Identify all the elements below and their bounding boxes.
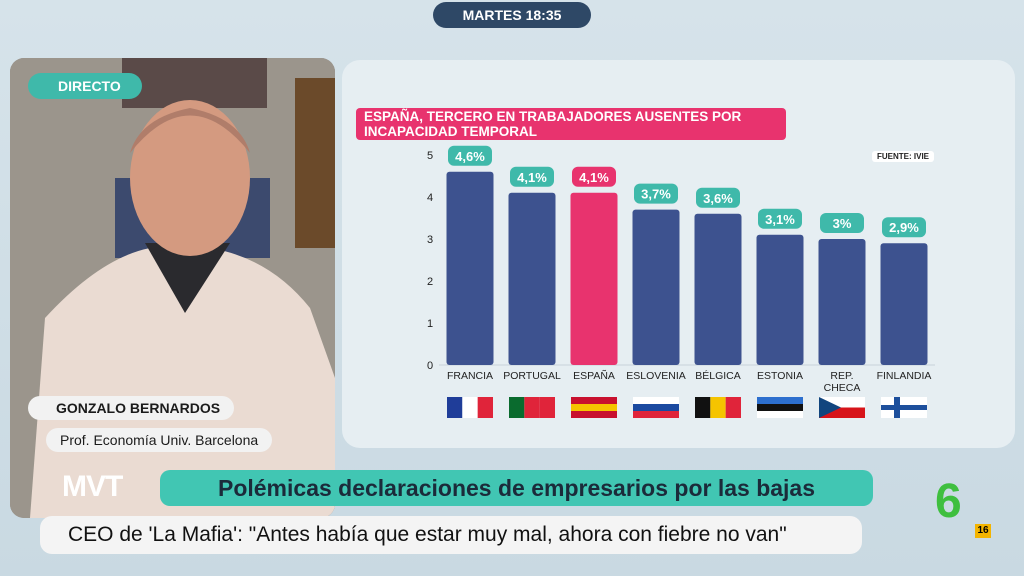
flag-stripe <box>462 397 478 418</box>
value-label-bubble <box>820 213 864 233</box>
flag <box>757 397 803 418</box>
x-tick-label: FRANCIA <box>446 370 494 382</box>
flag <box>881 397 927 418</box>
age-rating: 16 <box>975 524 991 538</box>
bar <box>632 209 680 365</box>
flag <box>571 397 617 418</box>
y-tick-label: 3 <box>427 234 433 246</box>
flag-stripe <box>819 397 865 408</box>
flag-stripe <box>571 404 617 411</box>
x-tick-label: BÉLGICA <box>695 370 741 382</box>
headline: Polémicas declaraciones de empresarios p… <box>160 470 873 506</box>
flag-stripe <box>633 411 679 418</box>
flag-stripe <box>710 397 726 418</box>
flag-stripe <box>447 397 463 418</box>
chart-source: FUENTE: IVIE <box>872 151 935 162</box>
value-label-bubble <box>696 187 740 208</box>
bar <box>880 243 928 365</box>
guest-role: Prof. Economía Univ. Barcelona <box>46 428 273 452</box>
flag-stripe <box>757 397 803 404</box>
flag <box>695 397 741 418</box>
value-label-bubble <box>510 166 554 187</box>
y-tick-label: 5 <box>427 150 433 162</box>
y-tick-label: 1 <box>427 318 433 330</box>
flag-stripe <box>894 397 900 418</box>
flag-stripe <box>571 397 617 404</box>
flag-stripe <box>819 397 841 418</box>
value-label: 3,7% <box>641 187 671 202</box>
flag <box>819 397 865 418</box>
x-tick-label: ESPAÑA <box>573 370 615 382</box>
bar <box>818 239 866 365</box>
x-tick-label: FINLANDIA <box>876 370 932 382</box>
x-tick-label: REP. CHECA <box>823 370 861 394</box>
live-badge: DIRECTO <box>28 73 142 99</box>
value-label-bubble <box>882 217 926 238</box>
flag-stripe <box>509 397 525 418</box>
channel-logo: MVT <box>62 470 123 503</box>
y-tick-label: 4 <box>427 192 433 204</box>
bar <box>446 171 494 365</box>
value-label-bubble <box>634 183 678 204</box>
bar <box>694 213 742 365</box>
bar <box>508 192 556 365</box>
value-label-bubble <box>758 208 802 229</box>
value-label: 3% <box>833 216 852 231</box>
flag <box>509 397 555 418</box>
flag-stripe <box>757 411 803 418</box>
value-label: 2,9% <box>889 220 919 235</box>
value-label: 4,6% <box>455 149 485 164</box>
flag-stripe <box>633 397 679 404</box>
x-tick-label: PORTUGAL <box>503 370 561 382</box>
x-tick-label: ESTONIA <box>757 370 803 382</box>
flag-stripe <box>695 397 711 418</box>
time-pill: MARTES 18:35 <box>433 2 591 28</box>
quote: CEO de 'La Mafia': "Antes había que esta… <box>40 516 862 554</box>
value-label-bubble <box>448 145 492 166</box>
flag-stripe <box>757 404 803 411</box>
x-tick-label: ESLOVENIA <box>626 370 686 382</box>
flag <box>447 397 493 418</box>
value-label: 3,1% <box>765 212 795 227</box>
bar <box>570 192 618 365</box>
flag-stripe <box>477 397 493 418</box>
value-label: 4,1% <box>517 170 547 185</box>
value-label: 4,1% <box>579 170 609 185</box>
flag-stripe <box>819 407 865 418</box>
flag <box>633 397 679 418</box>
guest-name: GONZALO BERNARDOS <box>28 396 235 420</box>
chart-title: ESPAÑA, TERCERO EN TRABAJADORES AUSENTES… <box>356 108 786 140</box>
flag-stripe <box>881 405 927 410</box>
flag-stripe <box>571 411 617 418</box>
y-tick-label: 2 <box>427 276 433 288</box>
channel-logo: 6 <box>935 475 962 528</box>
y-tick-label: 0 <box>427 360 433 372</box>
flag-stripe <box>539 397 555 418</box>
flag-stripe <box>633 404 679 411</box>
value-label: 3,6% <box>703 191 733 206</box>
flag-stripe <box>524 397 540 418</box>
bar <box>756 234 804 365</box>
value-label-bubble <box>572 166 616 187</box>
flag-stripe <box>725 397 741 418</box>
